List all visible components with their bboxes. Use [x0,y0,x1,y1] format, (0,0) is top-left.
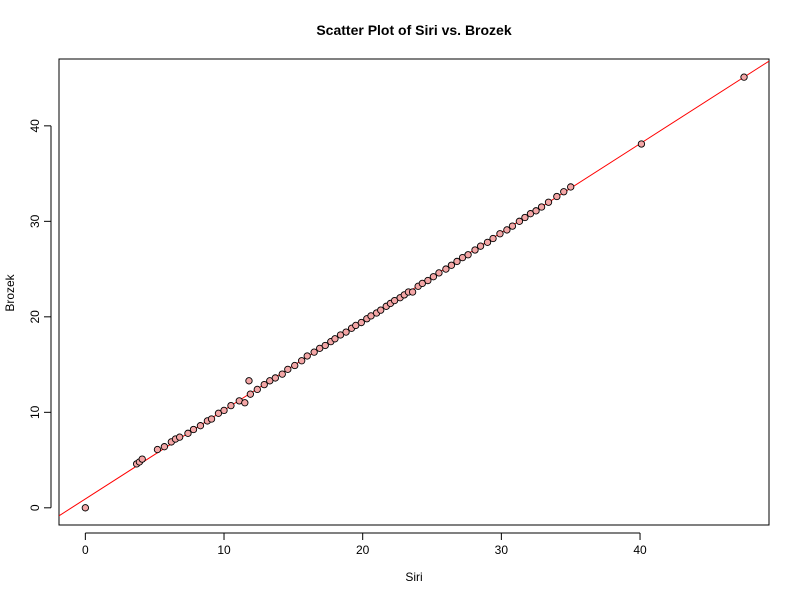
scatter-point [196,422,205,430]
scatter-point [357,318,365,327]
x-axis-label: Siri [405,570,422,584]
x-tick-label: 30 [495,543,509,557]
scatter-point [453,257,461,266]
scatter-point [532,207,540,215]
chart-title: Scatter Plot of Siri vs. Brozek [316,22,511,38]
scatter-point [508,222,517,230]
scatter-point [245,377,253,385]
scatter-point [418,279,426,288]
scatter-point [81,504,89,512]
scatter-point [567,183,575,191]
x-tick-label: 20 [356,543,370,557]
scatter-point [544,198,553,206]
scatter-point [271,374,279,382]
x-tick-label: 40 [633,543,647,557]
scatter-point [331,335,339,343]
scatter-point [740,73,748,81]
scatter-point [537,203,546,211]
scatter-point [284,365,292,373]
x-tick-label: 10 [217,543,231,557]
scatter-point [483,238,492,246]
scatter-point [260,380,268,389]
x-tick-label: 0 [82,543,89,557]
scatter-point [175,433,184,441]
scatter-point [298,357,306,365]
y-axis-label: Brozek [3,273,17,311]
scatter-point [227,401,235,410]
scatter-point [207,415,216,423]
scatter-point [637,140,646,148]
scatter-point [336,331,345,339]
scatter-point [515,217,524,225]
scatter-point [476,242,485,250]
y-tick-label: 0 [28,504,42,511]
scatter-point [496,230,504,238]
y-tick-label: 20 [28,310,42,324]
scatter-point [526,210,535,218]
scatter-point [342,328,350,336]
scatter-point [390,296,399,305]
scatter-point [352,321,360,330]
plot-area [59,60,769,517]
scatter-point [241,399,249,407]
scatter-point [429,273,438,281]
scatter-point [153,445,162,454]
scatter-point [253,385,261,394]
scatter-point [303,352,311,360]
scatter-point [471,246,479,254]
scatter-point [367,312,375,320]
scatter-point [424,276,432,285]
scatter-point [435,269,443,277]
scatter-point [246,390,255,398]
y-tick-label: 30 [28,214,42,228]
scatter-point [458,253,467,262]
scatter-point [447,261,456,269]
scatter-point [503,226,511,234]
scatter-point [278,370,286,378]
scatter-point [220,406,228,415]
y-axis: 0 10 20 30 40 [28,119,52,511]
y-tick-label: 40 [28,119,42,133]
y-tick-label: 10 [28,405,42,419]
plot-frame [58,58,770,526]
scatter-point [408,288,417,296]
scatter-point [316,344,324,352]
scatter-point [442,265,450,273]
scatter-point [521,213,529,222]
scatter-point [266,377,274,385]
scatter-point [214,409,223,417]
scatter-point [560,188,568,196]
scatter-point [138,455,146,463]
scatter-point [189,425,198,434]
scatter-point [184,429,192,437]
scatter-point [377,306,385,314]
scatter-point [553,192,561,201]
scatter-point [464,251,472,259]
scatter-point [489,234,497,243]
scatter-point [310,348,318,356]
scatter-point [160,443,169,451]
scatter-point [321,341,329,350]
scatter-point [291,361,299,370]
x-axis: 0 10 20 30 40 [82,532,647,557]
